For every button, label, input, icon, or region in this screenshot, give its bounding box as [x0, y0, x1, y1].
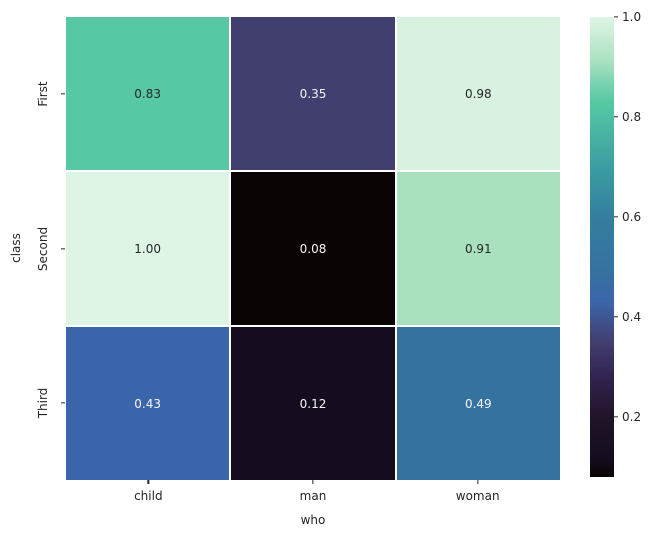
x-tick-label-child: child — [134, 489, 163, 503]
heatmap-cell-first-child: 0.83 — [66, 17, 230, 170]
heatmap-cell-third-child: 0.43 — [66, 327, 230, 480]
heatmap-cell-third-woman: 0.49 — [396, 327, 560, 480]
colorbar-tick-mark — [614, 416, 618, 418]
heatmap-cell-first-man: 0.35 — [231, 17, 395, 170]
colorbar-tick-mark — [614, 216, 618, 218]
y-tick-mark — [61, 247, 65, 250]
colorbar-tick-label: 0.6 — [622, 210, 642, 224]
colorbar-tick-mark — [614, 16, 618, 18]
colorbar-tick-label: 0.4 — [622, 310, 642, 324]
x-tick-mark — [147, 480, 149, 484]
heatmap-cell-second-man: 0.08 — [231, 172, 395, 325]
heatmap-cell-second-child: 1.00 — [66, 172, 230, 325]
y-tick-mark — [61, 93, 65, 95]
heatmap-cell-third-man: 0.12 — [231, 327, 395, 480]
y-tick-label-third: Third — [36, 387, 50, 419]
x-tick-mark — [312, 480, 314, 484]
colorbar-tick-label: 0.8 — [622, 110, 642, 124]
heatmap-mesh: 0.83 0.35 0.98 1.00 0.08 0.91 0.43 0.12 0.49 — [66, 17, 560, 480]
x-tick-label-man: man — [299, 489, 327, 503]
colorbar-tick-label: 0.2 — [622, 410, 642, 424]
y-axis-title: class — [9, 233, 23, 263]
colorbar — [590, 17, 614, 477]
x-tick-label-woman: woman — [455, 489, 500, 503]
x-axis-title: who — [300, 513, 326, 527]
colorbar-tick-mark — [614, 316, 618, 318]
y-tick-label-first: First — [36, 81, 50, 107]
x-tick-mark — [477, 480, 479, 484]
y-tick-mark — [61, 402, 65, 404]
colorbar-tick-mark — [614, 116, 618, 118]
heatmap-cell-second-woman: 0.91 — [396, 172, 560, 325]
y-tick-label-second: Second — [36, 226, 50, 271]
heatmap-cell-first-woman: 0.98 — [396, 17, 560, 170]
colorbar-tick-label: 1.0 — [622, 10, 642, 24]
